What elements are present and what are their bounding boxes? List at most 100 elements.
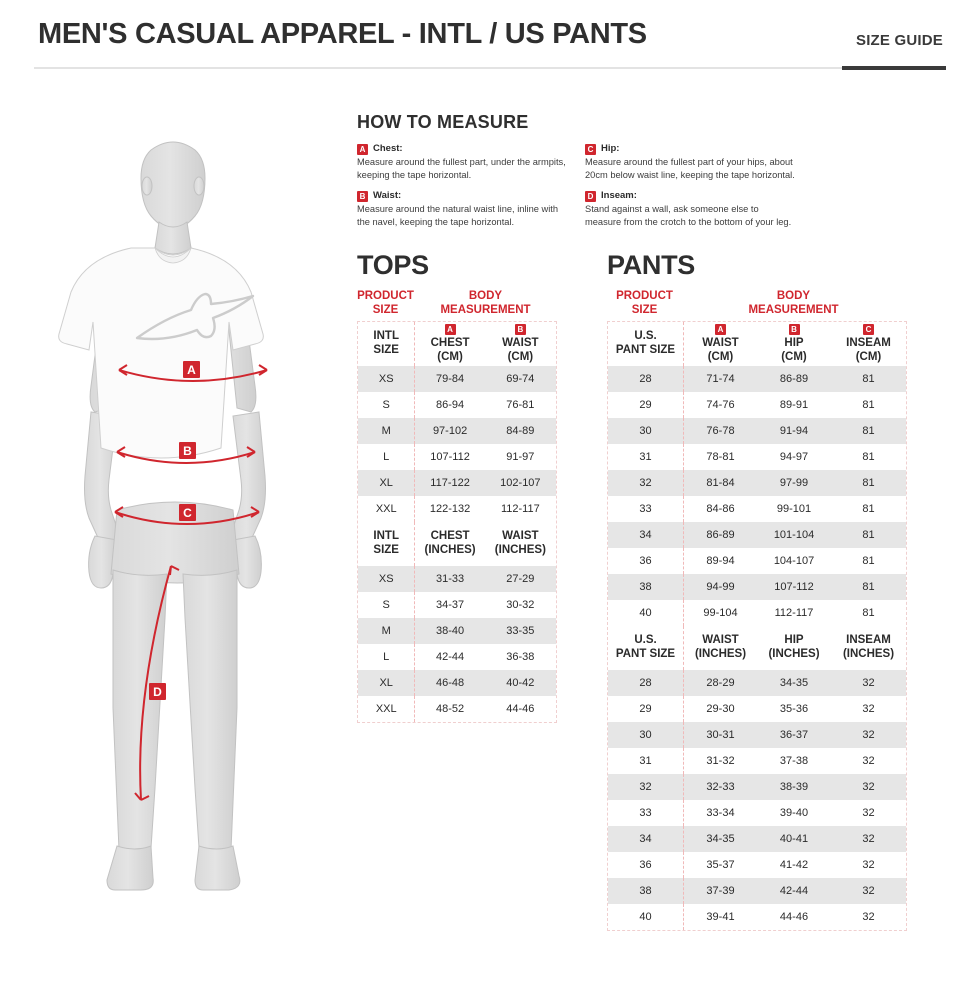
measure-desc: Measure around the fullest part of your … bbox=[585, 157, 795, 181]
size-cell: 33 bbox=[639, 806, 652, 819]
table-row: 29 74-76 89-91 81 bbox=[608, 391, 906, 418]
tshirt bbox=[58, 246, 264, 459]
measurement-cell: 81 bbox=[862, 424, 875, 437]
measurement-cell: 99-101 bbox=[776, 502, 812, 515]
tops-title: TOPS bbox=[357, 250, 429, 280]
table-row: XS 31-33 27-29 bbox=[358, 565, 556, 592]
measurement-cell: 81 bbox=[862, 450, 875, 463]
column-header-line: WAIST bbox=[502, 337, 539, 350]
measure-desc: Stand against a wall, ask someone else t… bbox=[585, 203, 792, 228]
measurement-cell: 34-37 bbox=[414, 591, 484, 618]
how-to-measure-title: HOW TO MEASURE bbox=[357, 112, 529, 132]
size-cell: 36 bbox=[639, 554, 652, 567]
column-header-line: (INCHES) bbox=[694, 647, 747, 660]
pants-header-row-inches: U.S. PANT SIZE WAIST (INCHES) HIP (INCHES) INS… bbox=[608, 625, 906, 670]
measure-item-waist: B Waist: Measure around the natural wais… bbox=[357, 190, 569, 230]
header-divider-active bbox=[842, 66, 946, 70]
column-header: INSEAM (INCHES) bbox=[831, 626, 906, 670]
column-header-line: INTL bbox=[373, 530, 399, 543]
measurement-cell: 89-94 bbox=[683, 547, 757, 574]
alpinestars-logo bbox=[135, 292, 255, 341]
size-cell: L bbox=[383, 650, 390, 663]
measurement-cell: 31-32 bbox=[683, 747, 757, 774]
measurement-cell: 32 bbox=[862, 832, 875, 845]
page-title: MEN'S CASUAL APPAREL - INTL / US PANTS bbox=[38, 18, 647, 50]
column-header-line: (CM) bbox=[507, 350, 534, 363]
measurement-cell: 76-78 bbox=[683, 417, 757, 444]
tops-header-row-cm: INTL SIZE A CHEST (CM) B WAIST (CM) bbox=[358, 321, 556, 366]
size-cell: 38 bbox=[639, 580, 652, 593]
measurement-cell: 112-117 bbox=[500, 502, 540, 515]
column-header-line: WAIST bbox=[502, 530, 539, 543]
header-divider bbox=[34, 67, 946, 69]
size-cell: 29 bbox=[639, 398, 652, 411]
table-row: 30 76-78 91-94 81 bbox=[608, 417, 906, 444]
tab-size-guide[interactable]: SIZE GUIDE bbox=[855, 32, 943, 49]
size-cell: 34 bbox=[639, 528, 652, 541]
measurement-cell: 107-112 bbox=[414, 443, 484, 470]
measurement-cell: 39-41 bbox=[683, 903, 757, 930]
measure-term: Inseam: bbox=[601, 189, 637, 201]
measurement-cell: 84-86 bbox=[683, 495, 757, 522]
measurement-cell: 32 bbox=[862, 780, 875, 793]
size-cell: 32 bbox=[639, 780, 652, 793]
measurement-cell: 102-107 bbox=[500, 476, 541, 489]
column-header-line: INSEAM bbox=[846, 634, 891, 647]
how-to-measure-section: HOW TO MEASURE A Chest: Measure around t… bbox=[357, 112, 797, 237]
column-header-line: (CM) bbox=[781, 350, 807, 363]
measurement-cell: 35-37 bbox=[683, 851, 757, 878]
table-row: 32 81-84 97-99 81 bbox=[608, 469, 906, 496]
measurement-cell: 36-37 bbox=[779, 728, 809, 741]
measurement-cell: 104-107 bbox=[773, 554, 815, 567]
column-header-line: WAIST bbox=[702, 337, 739, 350]
tops-group-headers: PRODUCT SIZE BODY MEASUREMENT bbox=[357, 290, 557, 318]
size-cell: 30 bbox=[639, 728, 652, 741]
pants-group-headers: PRODUCT SIZE BODY MEASUREMENT bbox=[607, 290, 907, 318]
table-row: 30 30-31 36-37 32 bbox=[608, 721, 906, 748]
measurement-cell: 39-40 bbox=[779, 806, 809, 819]
measure-term: Hip: bbox=[601, 143, 620, 154]
size-cell: XL bbox=[379, 676, 393, 689]
badge-a-icon: A bbox=[357, 144, 368, 155]
measurement-cell: 30-32 bbox=[506, 598, 535, 611]
badge-c-icon: C bbox=[863, 324, 874, 336]
column-header-line: (CM) bbox=[437, 350, 463, 363]
size-cell: 31 bbox=[639, 754, 652, 767]
size-cell: XL bbox=[379, 476, 393, 489]
how-to-measure-column-left: A Chest: Measure around the fullest part… bbox=[357, 143, 569, 237]
measurement-cell: 33-34 bbox=[683, 799, 757, 826]
svg-text:C: C bbox=[183, 506, 192, 520]
measurement-cell: 32 bbox=[862, 884, 875, 897]
size-cell: 32 bbox=[639, 476, 652, 489]
measure-desc: Measure around the fullest part, under t… bbox=[357, 157, 566, 181]
size-cell: XXL bbox=[375, 502, 397, 515]
tops-section: TOPS PRODUCT SIZE BODY MEASUREMENT INTL SIZ… bbox=[357, 250, 557, 723]
measurement-cell: 89-91 bbox=[779, 398, 809, 411]
badge-b-icon: B bbox=[357, 190, 368, 202]
column-header-line: CHEST bbox=[430, 337, 470, 350]
column-header-line: U.S. bbox=[634, 330, 657, 343]
column-header-line: CHEST bbox=[430, 530, 470, 543]
measurement-cell: 32 bbox=[862, 806, 875, 819]
measurement-cell: 86-89 bbox=[683, 521, 757, 548]
table-row: 38 37-39 42-44 32 bbox=[608, 877, 906, 904]
measurement-cell: 42-44 bbox=[779, 884, 809, 897]
measurement-cell: 91-97 bbox=[506, 450, 535, 463]
measurement-cell: 28-29 bbox=[683, 669, 757, 696]
column-header-line: INTL bbox=[373, 330, 399, 343]
column-header-line: (INCHES) bbox=[842, 647, 895, 660]
measurement-cell: 84-89 bbox=[506, 424, 535, 437]
size-cell: 31 bbox=[639, 450, 652, 463]
measurement-cell: 99-104 bbox=[683, 599, 757, 626]
measurement-cell: 71-74 bbox=[683, 365, 757, 392]
table-row: XL 117-122 102-107 bbox=[358, 469, 556, 496]
measurement-cell: 74-76 bbox=[683, 391, 757, 418]
column-header: INTL SIZE bbox=[358, 522, 414, 566]
table-row: 33 84-86 99-101 81 bbox=[608, 495, 906, 522]
size-cell: M bbox=[381, 624, 391, 637]
tops-group-product-size: PRODUCT SIZE bbox=[357, 290, 414, 316]
table-row: L 42-44 36-38 bbox=[358, 643, 556, 670]
size-cell: 34 bbox=[639, 832, 652, 845]
measurement-cell: 34-35 bbox=[779, 676, 809, 689]
badge-a-icon: A bbox=[444, 324, 456, 336]
